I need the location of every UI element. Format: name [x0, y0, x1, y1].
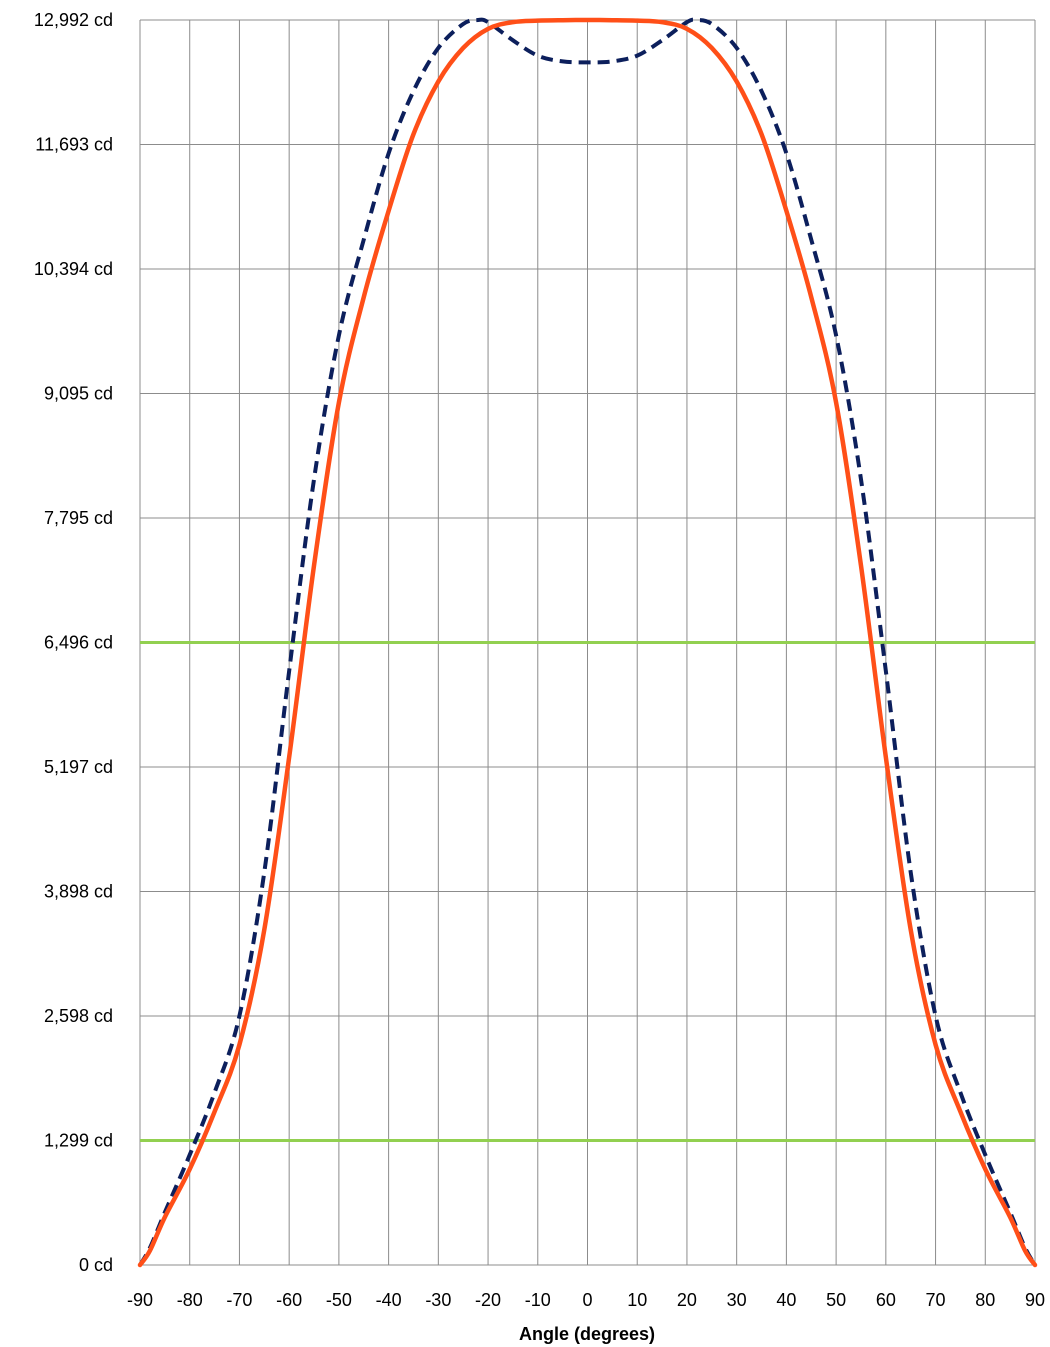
- y-tick-label: 3,898 cd: [44, 881, 113, 901]
- x-tick-label: 80: [975, 1290, 995, 1310]
- reference-lines: [140, 641, 1035, 1143]
- x-tick-label: 70: [926, 1290, 946, 1310]
- y-tick-label: 1,299 cd: [44, 1131, 113, 1151]
- series-line-solid: [137, 17, 1038, 1268]
- y-tick-label: 7,795 cd: [44, 508, 113, 528]
- x-tick-label: -10: [525, 1290, 551, 1310]
- y-tick-label: 6,496 cd: [44, 633, 113, 653]
- x-axis-title: Angle (degrees): [519, 1324, 655, 1344]
- y-tick-label: 11,693 cd: [35, 134, 113, 154]
- x-tick-labels: -90 -80 -70 -60 -50 -40 -30 -20 -10 0 10 20 30 40 50 60…: [127, 1290, 1045, 1310]
- series-lines: [137, 17, 1038, 1268]
- x-tick-label: 90: [1025, 1290, 1045, 1310]
- x-tick-label: 60: [876, 1290, 896, 1310]
- y-tick-label: 0 cd: [79, 1255, 113, 1275]
- x-tick-label: 20: [677, 1290, 697, 1310]
- x-tick-label: -40: [376, 1290, 402, 1310]
- x-tick-label: 50: [826, 1290, 846, 1310]
- x-tick-label: -20: [475, 1290, 501, 1310]
- x-tick-label: -70: [226, 1290, 252, 1310]
- y-tick-label: 2,598 cd: [44, 1006, 113, 1026]
- x-tick-label: -60: [276, 1290, 302, 1310]
- y-tick-label: 9,095 cd: [44, 383, 113, 403]
- x-tick-label: 40: [776, 1290, 796, 1310]
- y-tick-label: 5,197 cd: [44, 757, 113, 777]
- y-tick-label: 10,394 cd: [34, 259, 113, 279]
- x-tick-label: -90: [127, 1290, 153, 1310]
- x-tick-label: 0: [582, 1290, 592, 1310]
- series-line-dashed: [138, 17, 1037, 1267]
- y-tick-labels: 0 cd 1,299 cd 2,598 cd 3,898 cd 5,197 cd 6,49…: [34, 10, 113, 1275]
- x-tick-label: -50: [326, 1290, 352, 1310]
- x-tick-label: -30: [425, 1290, 451, 1310]
- x-tick-label: 30: [727, 1290, 747, 1310]
- x-tick-label: 10: [627, 1290, 647, 1310]
- x-tick-label: -80: [177, 1290, 203, 1310]
- y-tick-label: 12,992 cd: [34, 10, 113, 30]
